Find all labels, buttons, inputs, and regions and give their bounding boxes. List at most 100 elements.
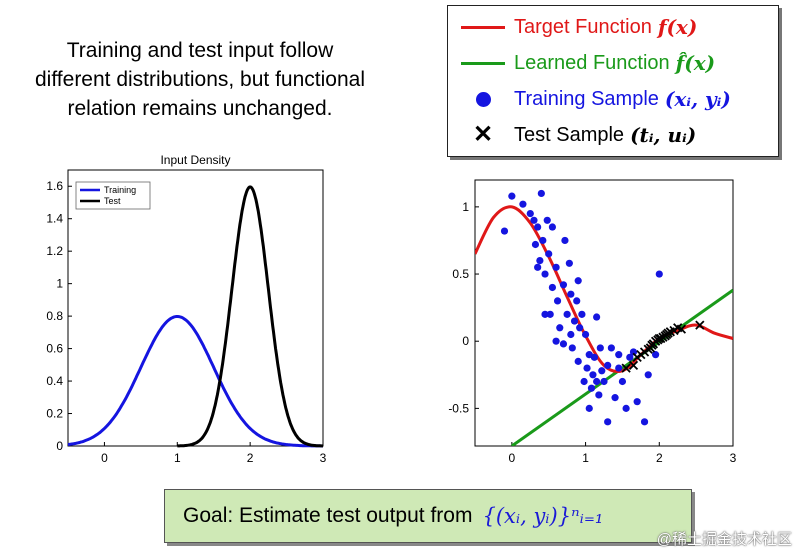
density-y-tick-label: 0.2 xyxy=(46,407,63,421)
training-point xyxy=(585,404,593,412)
density-plot-frame xyxy=(67,169,324,447)
training-point xyxy=(580,377,588,386)
training-point xyxy=(552,263,560,271)
training-point xyxy=(622,404,630,412)
headline-line-1: Training and test input follow xyxy=(66,39,334,62)
training-point xyxy=(548,283,557,292)
training-point xyxy=(640,418,649,426)
training-dot-swatch xyxy=(475,91,491,107)
density-y-tick-label: 0.4 xyxy=(46,374,63,388)
training-point xyxy=(537,189,545,198)
headline-line-3: relation remains unchanged. xyxy=(67,97,333,120)
density-y-tick-label: 1 xyxy=(56,277,63,291)
training-point xyxy=(559,340,568,348)
learned-function-line xyxy=(510,288,733,446)
regression-x-tick-label: 0 xyxy=(509,451,516,465)
training-point xyxy=(559,281,568,289)
regression-x-tick-label: 3 xyxy=(730,451,737,465)
test-point xyxy=(628,360,639,371)
training-point xyxy=(548,223,557,231)
training-point xyxy=(595,391,603,399)
training-point xyxy=(589,371,597,379)
training-point xyxy=(574,277,582,285)
regression-y-tick-label: -0.5 xyxy=(448,401,469,415)
test-cross-swatch: ✕ xyxy=(472,121,494,148)
goal-math: {(xᵢ, yᵢ)}ⁿᵢ₌₁ xyxy=(482,504,604,528)
training-point xyxy=(615,364,623,372)
training-point xyxy=(626,353,634,361)
training-point xyxy=(531,240,540,249)
training-point xyxy=(565,259,573,267)
goal-text: Goal: Estimate test output from xyxy=(183,504,473,527)
legend-target-label: Target Function xyxy=(514,15,652,38)
training-point xyxy=(570,317,579,325)
legend-training: Training Sample (xᵢ, yᵢ) xyxy=(458,84,731,114)
legend-test: ✕ Test Sample (tᵢ, uᵢ) xyxy=(458,120,696,150)
training-point xyxy=(556,324,564,332)
training-point xyxy=(541,310,549,318)
regression-y-tick-label: 0.5 xyxy=(452,267,469,281)
main-legend: Target Function f(x) Learned Function f̂… xyxy=(447,5,779,157)
density-y-tick-label: 0.8 xyxy=(46,309,63,323)
training-point xyxy=(546,310,554,318)
training-point xyxy=(644,371,652,379)
legend-learned-math: f̂(x) xyxy=(675,51,716,75)
training-point xyxy=(573,297,581,305)
density-y-tick-label: 0.6 xyxy=(46,342,63,356)
density-chart-title: Input Density xyxy=(160,153,230,167)
legend-learned-label: Learned Function xyxy=(514,51,670,74)
density-x-tick-label: 3 xyxy=(320,451,327,465)
legend-test-label: Test Sample xyxy=(514,123,625,146)
density-y-tick-label: 1.6 xyxy=(46,179,63,193)
legend-target-math: f(x) xyxy=(657,15,698,39)
training-point xyxy=(508,192,516,200)
training-point xyxy=(574,357,582,365)
training-point xyxy=(553,297,562,305)
training-point xyxy=(534,223,542,231)
training-point xyxy=(500,227,509,235)
density-y-tick-label: 1.2 xyxy=(46,244,63,258)
regression-x-tick-label: 2 xyxy=(656,451,663,465)
training-point xyxy=(600,377,608,386)
training-point xyxy=(655,270,663,278)
target-line-swatch xyxy=(461,25,505,29)
legend-learned: Learned Function f̂(x) xyxy=(458,48,715,78)
legend-training-math: (xᵢ, yᵢ) xyxy=(664,87,731,111)
training-point xyxy=(652,351,660,359)
training-point xyxy=(598,367,606,375)
density-x-tick-label: 0 xyxy=(101,451,108,465)
legend-target: Target Function f(x) xyxy=(458,12,697,42)
training-point xyxy=(581,330,590,339)
training-point xyxy=(596,344,604,352)
regression-y-tick-label: 0 xyxy=(462,334,469,348)
test-point xyxy=(621,363,631,373)
density-y-tick-label: 0 xyxy=(56,439,63,453)
training-point xyxy=(604,361,612,369)
training-point xyxy=(543,216,551,224)
learned-line-swatch xyxy=(461,61,505,65)
training-point xyxy=(590,353,599,361)
training-point xyxy=(607,344,615,352)
training-point xyxy=(583,364,591,372)
legend-training-label: Training Sample xyxy=(514,87,659,110)
training-point xyxy=(576,324,584,332)
training-point xyxy=(541,270,549,278)
goal-box: Goal: Estimate test output from {(xᵢ, yᵢ… xyxy=(164,489,692,543)
training-point xyxy=(629,348,638,356)
target-function-curve xyxy=(475,205,733,374)
watermark: @稀土掘金技术社区 xyxy=(656,531,792,548)
training-point xyxy=(536,257,544,265)
training-point xyxy=(530,216,538,224)
density-legend-label: Test xyxy=(104,196,121,206)
training-point xyxy=(618,377,627,386)
training-point xyxy=(604,418,612,426)
test-point xyxy=(676,324,687,334)
training-point xyxy=(633,398,641,406)
density-line-test xyxy=(177,185,323,448)
training-point xyxy=(534,263,542,271)
training-point xyxy=(615,351,623,359)
training-point xyxy=(545,250,553,258)
training-point xyxy=(552,337,560,345)
training-point xyxy=(611,394,619,402)
